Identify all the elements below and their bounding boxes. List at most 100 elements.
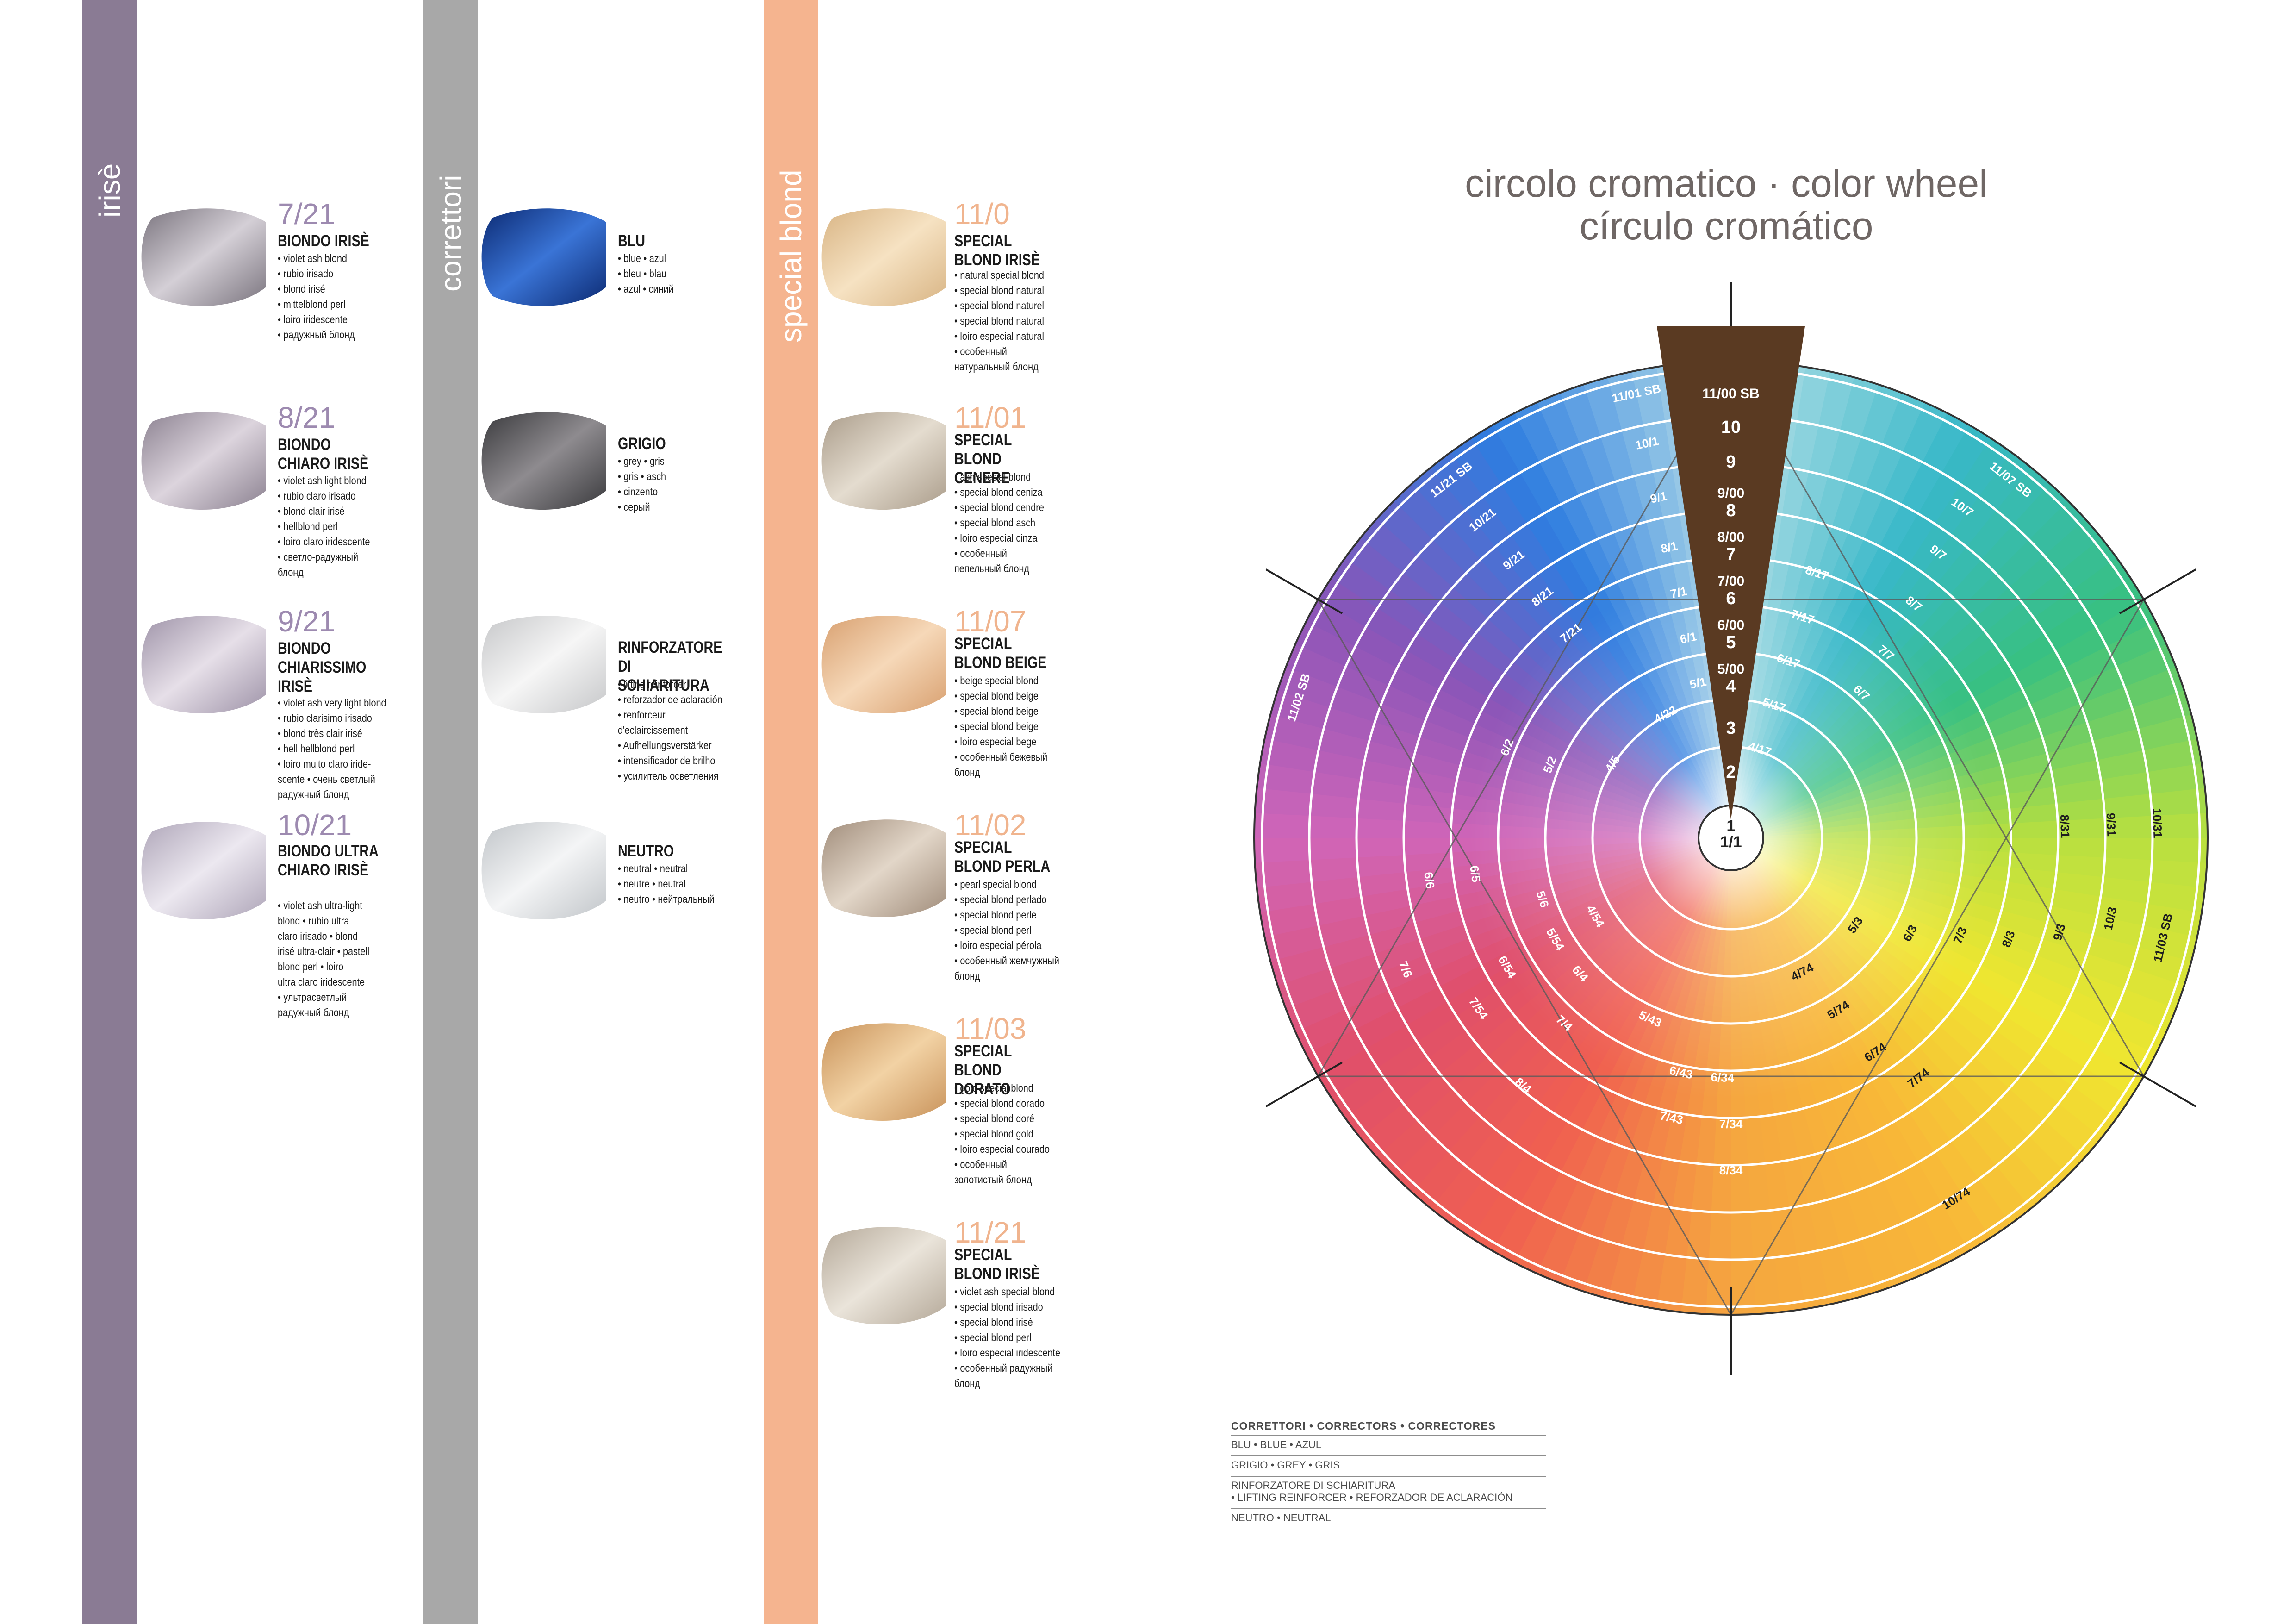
translation-line: • azul • синий bbox=[618, 283, 674, 295]
shade-label: 6/6 bbox=[1421, 871, 1437, 890]
translation-line: blond • rubio ultra bbox=[278, 915, 349, 927]
translation-line: • bleu • blau bbox=[618, 268, 667, 280]
hair-swatch-7-21 bbox=[134, 204, 273, 312]
shade-name: SPECIAL BLOND BEIGE bbox=[954, 635, 1047, 672]
translation-line: радужный блонд bbox=[278, 1006, 349, 1018]
shade-label: 5/1 bbox=[1688, 675, 1708, 692]
translation-line: • special blond irisé bbox=[954, 1316, 1033, 1328]
translation-line: • loiro muito claro iride- bbox=[278, 758, 371, 770]
level-label: 8/00 bbox=[1717, 530, 1744, 545]
translation-line: радужный блонд bbox=[278, 788, 349, 800]
translation-line: • neutro • нейтральный bbox=[618, 893, 715, 905]
translation-list: • violet ash special blond • special blo… bbox=[954, 1284, 1066, 1391]
translation-line: • ash special blond bbox=[954, 471, 1031, 483]
translation-line: • special blond natural bbox=[954, 284, 1044, 296]
hair-swatch-11-01 bbox=[815, 407, 953, 516]
translation-line: • loiro especial dourado bbox=[954, 1143, 1050, 1155]
translation-line: • special blond gold bbox=[954, 1128, 1033, 1140]
translation-line: • violet ash ultra-light bbox=[278, 899, 362, 912]
level-label: 1/1 bbox=[1720, 833, 1742, 851]
translation-line: • особенный жемчужный bbox=[954, 955, 1059, 967]
translation-line: ultra claro iridescente bbox=[278, 976, 365, 988]
shade-code: 11/01 bbox=[954, 401, 1027, 434]
translation-line: scente • очень светлый bbox=[278, 773, 375, 785]
hair-swatch-11-02 bbox=[815, 815, 953, 924]
shade-label: 6/1 bbox=[1679, 629, 1698, 646]
translation-line: • mittelblond perl bbox=[278, 298, 346, 310]
translation-line: blond perl • loiro bbox=[278, 961, 344, 973]
translation-line: • loiro especial cinza bbox=[954, 532, 1038, 544]
translation-line: • усилитель осветления bbox=[618, 770, 719, 782]
translation-line: • Aufhellungsverstärker bbox=[618, 739, 712, 751]
translation-line: • rubio clarisimo irisado bbox=[278, 712, 372, 724]
translation-list: • violet ash very light blond • rubio cl… bbox=[278, 695, 389, 802]
translation-line: • loiro especial bege bbox=[954, 736, 1037, 748]
translation-line: • intensificador de brilho bbox=[618, 755, 716, 767]
translation-line: • особенный bbox=[954, 1158, 1007, 1170]
shade-label: 9/1 bbox=[1649, 489, 1668, 506]
translation-line: • gris • asch bbox=[618, 470, 666, 482]
hair-swatch-rinforzatore bbox=[474, 611, 613, 720]
special-blond-band bbox=[764, 0, 818, 1624]
correttori-section-label: correttori bbox=[434, 175, 467, 292]
translation-line: • special blond doré bbox=[954, 1112, 1034, 1124]
translation-line: • blue • azul bbox=[618, 252, 666, 264]
translation-list: • neutral • neutral • neutre • neutral •… bbox=[618, 861, 729, 907]
translation-line: • beige special blond bbox=[954, 675, 1039, 687]
level-pointer bbox=[1657, 326, 1805, 819]
shade-name: BLU bbox=[618, 232, 645, 250]
translation-line: • special blond natural bbox=[954, 315, 1044, 327]
level-label: 7/00 bbox=[1717, 574, 1744, 589]
translation-line: • blond très clair irisé bbox=[278, 727, 362, 739]
shade-code: 11/0 bbox=[954, 197, 1010, 231]
translation-line: • special blond perl bbox=[954, 1331, 1032, 1343]
hair-swatch-neutro bbox=[474, 817, 613, 926]
translation-line: • renforceur bbox=[618, 709, 666, 721]
translation-line: • special blond beige bbox=[954, 690, 1039, 702]
shade-name: SPECIAL BLOND DORATO bbox=[954, 1042, 1012, 1098]
shade-code: 11/03 bbox=[954, 1012, 1027, 1045]
translation-list: • violet ash blond • rubio irisado • blo… bbox=[278, 251, 389, 343]
translation-line: • special blond ceniza bbox=[954, 486, 1043, 498]
translation-line: • rubio irisado bbox=[278, 268, 334, 280]
translation-line: • violet ash very light blond bbox=[278, 697, 386, 709]
translation-line: • lifting reinforcer bbox=[618, 678, 686, 690]
level-label: 7 bbox=[1726, 545, 1736, 564]
hair-swatch-grigio bbox=[474, 407, 613, 516]
translation-line: • особенный bbox=[954, 345, 1007, 357]
translation-line: натуральный блонд bbox=[954, 361, 1039, 373]
color-wheel: 11/00 SB1099/0088/0077/0066/0055/0043211… bbox=[1253, 282, 2209, 1375]
translation-line: d'eclaircissement bbox=[618, 724, 688, 736]
translation-line: золотистый блонд bbox=[954, 1174, 1032, 1186]
hair-swatch-8-21 bbox=[134, 407, 273, 516]
translation-list: • grey • gris • gris • asch • cinzento •… bbox=[618, 454, 729, 515]
shade-name: SPECIAL BLOND IRISÈ bbox=[954, 232, 1040, 269]
level-label: 11/00 SB bbox=[1702, 386, 1759, 401]
translation-list: • pearl special blond • special blond pe… bbox=[954, 877, 1066, 984]
translation-line: • violet ash special blond bbox=[954, 1286, 1055, 1298]
translation-line: • special blond beige bbox=[954, 705, 1039, 717]
level-label: 5/00 bbox=[1717, 662, 1744, 677]
shade-label: 7/34 bbox=[1719, 1117, 1743, 1131]
wheel-triangle-up bbox=[1317, 359, 2145, 1077]
level-label: 4 bbox=[1726, 677, 1736, 696]
translation-line: • special blond perlado bbox=[954, 893, 1047, 906]
level-label: 10 bbox=[1721, 418, 1741, 437]
shade-name: SPECIAL BLOND IRISÈ bbox=[954, 1246, 1040, 1283]
legend-row-grigio: GRIGIO • GREY • GRIS bbox=[1231, 1455, 1546, 1476]
translation-line: • loiro iridescente bbox=[278, 313, 348, 325]
translation-line: • special blond cendre bbox=[954, 501, 1044, 513]
shade-label: 8/31 bbox=[2058, 814, 2072, 838]
translation-line: • loiro especial pérola bbox=[954, 939, 1042, 951]
shade-label: 7/1 bbox=[1669, 584, 1688, 601]
wheel-tick bbox=[1265, 568, 1343, 614]
translation-line: блонд bbox=[278, 566, 304, 578]
shade-label: 8/1 bbox=[1660, 538, 1679, 556]
translation-list: • beige special blond • special blond be… bbox=[954, 673, 1066, 780]
translation-list: • violet ash ultra-light blond • rubio u… bbox=[278, 898, 389, 1020]
level-label: 3 bbox=[1726, 718, 1736, 738]
translation-line: блонд bbox=[954, 970, 980, 982]
translation-line: • reforzador de aclaración bbox=[618, 693, 722, 706]
shade-name: BIONDO CHIARISSIMO IRISÈ bbox=[278, 639, 367, 695]
